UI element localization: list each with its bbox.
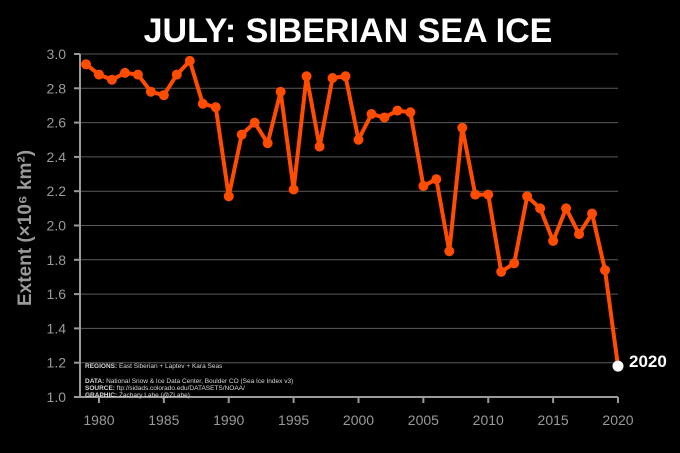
y-tick-label: 1.4	[47, 320, 67, 336]
note-key: REGIONS:	[85, 363, 117, 370]
note-text: Zachary Labe (@ZLabe)	[117, 392, 190, 399]
note-text: ftp://sidads.colorado.edu/DATASETS/NOAA/	[115, 385, 245, 392]
y-axis-label: Extent (×10⁶ km²)	[15, 150, 36, 306]
data-point	[249, 117, 260, 128]
chart-title: JULY: SIBERIAN SEA ICE	[144, 12, 553, 50]
data-point	[184, 55, 195, 66]
data-point	[405, 107, 416, 118]
data-point	[483, 189, 494, 200]
axes	[74, 53, 619, 403]
data-point	[132, 69, 143, 80]
y-tick-label: 2.4	[47, 149, 67, 165]
highlight-label-2020: 2020	[629, 352, 667, 371]
data-point	[470, 189, 481, 200]
data-point	[561, 203, 572, 214]
data-point	[587, 208, 598, 219]
y-tick-label: 1.2	[47, 355, 67, 371]
data-point	[197, 98, 208, 109]
data-point	[353, 134, 364, 145]
note-text: National Snow & Ice Data Center, Boulder…	[104, 378, 293, 385]
x-tick-label: 1990	[213, 412, 244, 428]
x-tick-label: 2010	[473, 412, 504, 428]
data-point	[223, 191, 234, 202]
data-point	[457, 122, 468, 133]
data-point	[418, 181, 429, 192]
note-key: DATA:	[85, 378, 104, 385]
note-line: DATA: National Snow & Ice Data Center, B…	[85, 378, 293, 385]
data-point	[288, 184, 299, 195]
y-tick-labels: 1.0 1.2 1.4 1.6 1.8 2.0 2.2 2.4 2.6 2.8 3.0	[47, 46, 67, 405]
data-point	[262, 138, 273, 149]
y-tick-label: 1.8	[47, 252, 67, 268]
data-point	[106, 74, 117, 85]
data-point	[171, 69, 182, 80]
data-point	[119, 67, 130, 78]
y-tick-label: 2.6	[47, 115, 67, 131]
y-tick-label: 2.2	[47, 183, 67, 199]
data-point	[158, 90, 169, 101]
note-key: GRAPHIC:	[85, 392, 117, 399]
y-tick-label: 2.8	[47, 80, 67, 96]
note-line: SOURCE: ftp://sidads.colorado.edu/DATASE…	[85, 385, 245, 392]
series-line	[84, 58, 620, 367]
y-tick-label: 1.0	[47, 389, 67, 405]
data-point	[379, 112, 390, 123]
data-point	[535, 203, 546, 214]
note-line: REGIONS: East Siberian + Laptev + Kara S…	[85, 363, 223, 370]
data-point	[145, 86, 156, 97]
x-tick-label: 1995	[278, 412, 309, 428]
y-tick-label: 3.0	[47, 46, 67, 62]
x-tick-label: 1985	[148, 412, 179, 428]
data-point	[509, 258, 520, 269]
source-notes: REGIONS: East Siberian + Laptev + Kara S…	[85, 363, 293, 399]
y-tick-label: 2.0	[47, 218, 67, 234]
data-point	[301, 71, 312, 82]
data-point	[81, 59, 91, 70]
data-point	[314, 141, 325, 152]
data-point	[392, 105, 403, 116]
data-point	[366, 109, 377, 120]
note-key: SOURCE:	[85, 385, 115, 392]
x-tick-label: 2000	[343, 412, 374, 428]
data-point	[236, 129, 247, 140]
y-tick-label: 1.6	[47, 286, 67, 302]
data-point	[327, 73, 338, 84]
data-point	[496, 266, 507, 277]
data-point	[548, 235, 559, 246]
data-point	[210, 102, 221, 113]
x-tick-label: 2005	[408, 412, 439, 428]
data-point	[574, 229, 585, 240]
data-point	[522, 191, 533, 202]
x-tick-label: 2015	[538, 412, 569, 428]
data-point	[275, 86, 286, 97]
x-tick-labels: 1980 1985 1990 1995 2000 2005 2010 2015 2020	[83, 412, 633, 428]
data-point	[340, 71, 351, 82]
x-tick-label: 2020	[602, 412, 633, 428]
data-point-highlight	[612, 360, 624, 372]
x-tick-label: 1980	[83, 412, 114, 428]
data-point	[431, 174, 442, 185]
series-extent	[81, 55, 624, 372]
data-point	[444, 246, 455, 257]
data-point	[600, 265, 611, 276]
data-point	[93, 69, 104, 80]
note-line: GRAPHIC: Zachary Labe (@ZLabe)	[85, 392, 190, 399]
note-text: East Siberian + Laptev + Kara Seas	[117, 363, 223, 370]
